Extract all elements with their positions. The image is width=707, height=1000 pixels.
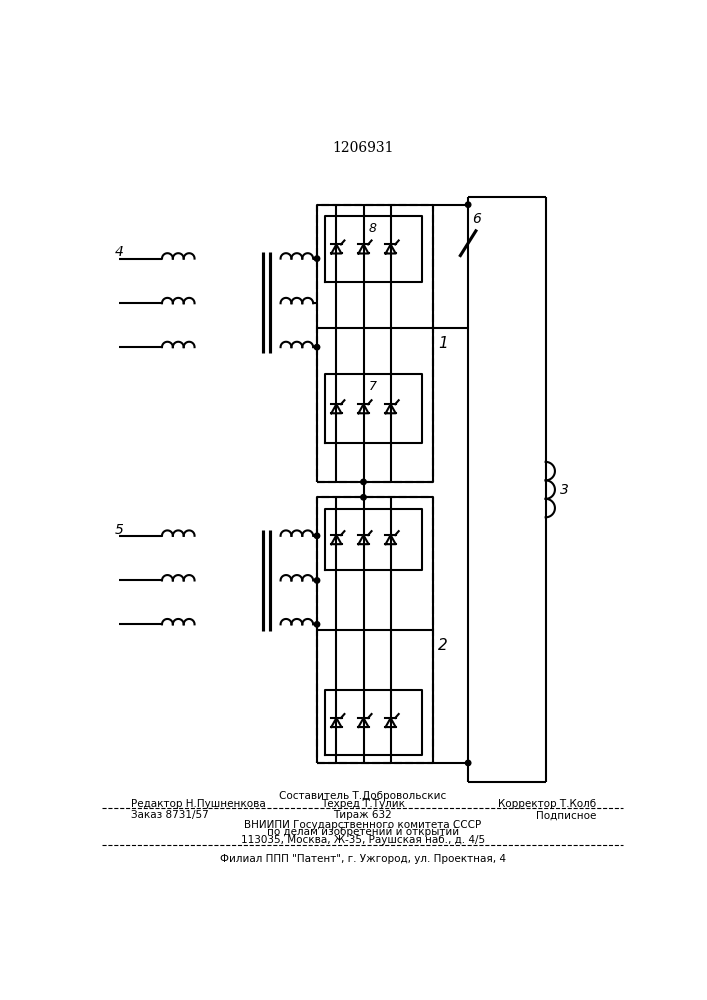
- Text: Составитель Т.Добровольскис: Составитель Т.Добровольскис: [279, 791, 446, 801]
- Polygon shape: [332, 244, 341, 253]
- Polygon shape: [332, 535, 341, 544]
- Text: 8: 8: [369, 222, 377, 235]
- Text: 3: 3: [559, 483, 568, 497]
- Polygon shape: [332, 718, 341, 727]
- Text: Редактор Н.Пушненкова: Редактор Н.Пушненкова: [131, 799, 266, 809]
- Circle shape: [361, 479, 366, 485]
- Polygon shape: [358, 404, 368, 413]
- Polygon shape: [385, 718, 396, 727]
- Polygon shape: [332, 404, 341, 413]
- Text: Заказ 8731/57: Заказ 8731/57: [131, 810, 209, 820]
- Polygon shape: [358, 535, 368, 544]
- Circle shape: [465, 760, 471, 766]
- Polygon shape: [358, 718, 368, 727]
- Circle shape: [361, 495, 366, 500]
- Polygon shape: [385, 535, 396, 544]
- Text: 1: 1: [438, 336, 448, 351]
- Text: Филиал ППП "Патент", г. Ужгород, ул. Проектная, 4: Филиал ППП "Патент", г. Ужгород, ул. Про…: [220, 854, 506, 864]
- Text: по делам изобретений и открытий: по делам изобретений и открытий: [267, 827, 459, 837]
- Text: 5: 5: [115, 523, 123, 537]
- Text: ВНИИПИ Государственного комитета СССР: ВНИИПИ Государственного комитета СССР: [244, 820, 481, 830]
- Text: 4: 4: [115, 245, 123, 259]
- Text: 1206931: 1206931: [332, 141, 394, 155]
- Text: Тираж 632: Тираж 632: [333, 810, 392, 820]
- Text: 113035, Москва, Ж-35, Раушская наб., д. 4/5: 113035, Москва, Ж-35, Раушская наб., д. …: [240, 835, 485, 845]
- Text: Техред Т.Тулик: Техред Т.Тулик: [321, 799, 404, 809]
- Text: Корректор Т.Колб: Корректор Т.Колб: [498, 799, 596, 809]
- Circle shape: [465, 202, 471, 207]
- Text: 6: 6: [472, 212, 481, 226]
- Text: Подписное: Подписное: [536, 810, 596, 820]
- Polygon shape: [385, 244, 396, 253]
- Circle shape: [315, 344, 320, 350]
- Circle shape: [315, 533, 320, 538]
- Circle shape: [315, 578, 320, 583]
- Circle shape: [315, 256, 320, 261]
- Text: 7: 7: [369, 380, 377, 393]
- Text: 2: 2: [438, 638, 448, 653]
- Circle shape: [315, 622, 320, 627]
- Polygon shape: [385, 404, 396, 413]
- Polygon shape: [358, 244, 368, 253]
